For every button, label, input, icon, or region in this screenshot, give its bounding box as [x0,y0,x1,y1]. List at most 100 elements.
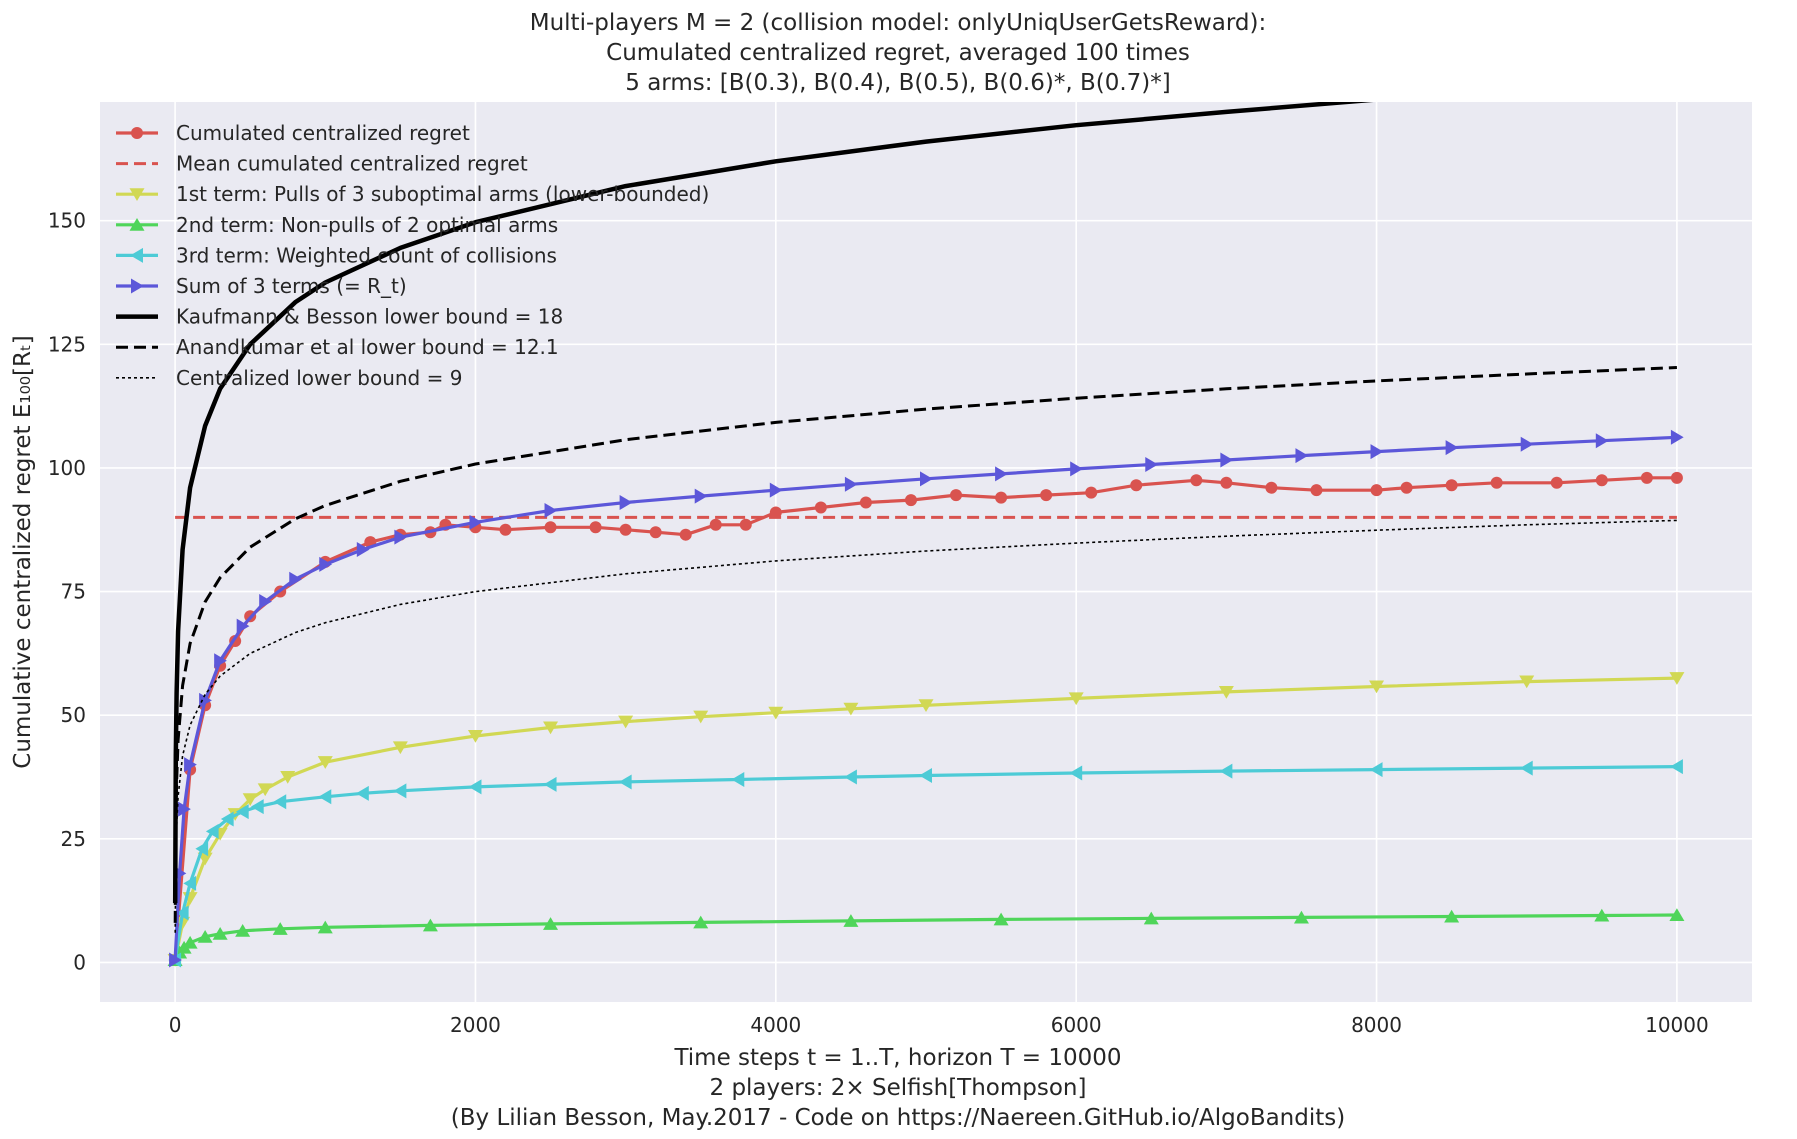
data-point-marker [843,914,859,927]
data-point-marker [1519,675,1535,689]
data-point-marker [242,793,258,807]
legend-label: Sum of 3 terms (= R_t) [176,274,407,298]
title-line: Multi-players M = 2 (collision model: on… [530,10,1267,36]
data-point-marker [1595,433,1609,449]
x-axis-ticks: 0 2000 4000 6000 8000 10000 [169,1013,1709,1037]
data-point-marker [273,794,287,810]
data-point-marker [1400,481,1413,494]
data-point-marker [1068,692,1084,706]
data-point-marker [175,905,189,921]
data-point-marker [918,699,934,713]
data-point-marker [250,799,264,815]
series-sum-of-3-terms-r-t- [169,429,1684,968]
data-point-marker [1594,908,1610,922]
data-point-marker [1640,471,1653,484]
y-tick-label: 100 [48,456,86,480]
data-point-marker [289,571,302,587]
x-label-line: Time steps t = 1..T, horizon T = 10000 [673,1045,1121,1071]
data-point-marker [184,757,197,773]
data-point-marker [1310,484,1323,497]
data-point-marker [1293,910,1309,924]
data-point-marker [950,489,963,502]
data-point-marker [844,769,857,785]
data-point-marker [257,783,273,797]
data-point-marker [543,721,559,735]
data-point-marker [317,756,333,769]
x-tick-label: 10000 [1645,1013,1709,1037]
data-point-marker [859,496,872,509]
data-point-marker [1295,448,1309,464]
data-point-marker [392,741,408,755]
data-point-marker [1490,476,1503,489]
data-point-marker [1550,476,1563,489]
x-tick-label: 2000 [450,1013,501,1037]
grid [100,102,1752,1002]
legend-item: Cumulated centralized regret [116,121,470,145]
y-axis-label: Cumulative centralized regret E₁₀₀[Rₜ] [10,335,36,768]
data-point-marker [1595,474,1608,487]
data-point-marker [904,494,917,507]
data-point-marker [178,801,191,817]
legend-item: 1st term: Pulls of 3 suboptimal arms (lo… [116,182,709,206]
data-point-marker [129,188,145,201]
data-point-marker [197,852,213,866]
data-point-marker [1190,474,1203,487]
x-tick-label: 0 [169,1013,182,1037]
data-point-marker [272,922,288,935]
data-point-marker [393,783,407,799]
data-point-marker [129,218,145,231]
data-point-marker [618,774,632,790]
series-anandkumar-et-al-lower-bound-12-1 [173,366,1677,923]
data-point-marker [619,523,632,536]
series-line [172,102,1374,904]
legend: Cumulated centralized regret Mean cumulat… [116,121,709,390]
y-tick-label: 50 [61,703,86,727]
data-point-marker [199,692,212,708]
data-point-marker [394,529,408,545]
data-point-marker [1143,911,1159,925]
data-point-marker [679,528,692,541]
data-point-marker [544,521,557,534]
data-point-marker [1370,444,1384,460]
data-point-marker [220,811,234,827]
chart-title: Multi-players M = 2 (collision model: on… [530,10,1267,96]
data-point-marker [182,935,198,949]
x-axis-label: Time steps t = 1..T, horizon T = 10000 2 … [451,1045,1345,1131]
data-point-marker [1220,476,1233,489]
y-tick-label: 25 [61,827,86,851]
legend-label: Anandkumar et al lower bound = 12.1 [176,335,559,359]
data-point-marker [1085,486,1098,499]
legend-label: Cumulated centralized regret [176,121,470,145]
data-point-marker [1520,436,1534,452]
series-3rd-term-weighted-count-of-collisions [168,759,1683,968]
data-point-marker [544,502,558,518]
data-point-marker [356,785,369,801]
legend-label: Kaufmann & Besson lower bound = 18 [176,305,563,329]
data-point-marker [619,495,633,511]
series-group [167,102,1685,968]
data-point-marker [844,476,858,492]
data-point-marker [236,618,250,634]
data-point-marker [1130,479,1143,492]
data-point-marker [693,710,709,724]
title-line: 5 arms: [B(0.3), B(0.4), B(0.5), B(0.6)*… [625,70,1171,96]
data-point-marker [467,729,483,743]
legend-item: Anandkumar et al lower bound = 12.1 [116,335,559,359]
title-line: Cumulated centralized regret, averaged 1… [606,40,1190,66]
data-point-marker [197,929,213,943]
legend-item: 3rd term: Weighted count of collisions [116,243,557,267]
data-point-marker [769,506,782,519]
data-point-marker [589,521,602,534]
data-point-marker [920,471,933,487]
data-point-marker [499,523,512,536]
data-point-marker [543,776,557,792]
data-point-marker [1670,759,1683,775]
data-point-marker [214,653,227,669]
x-label-line: (By Lilian Besson, May.2017 - Code on ht… [451,1105,1345,1131]
legend-item: 2nd term: Non-pulls of 2 optimal arms [116,213,558,237]
data-point-marker [205,823,219,839]
data-point-marker [1145,456,1159,472]
data-point-marker [618,715,634,729]
legend-item: Centralized lower bound = 9 [116,366,462,390]
series-2nd-term-non-pulls-of-2-optimal-arms [167,908,1685,966]
